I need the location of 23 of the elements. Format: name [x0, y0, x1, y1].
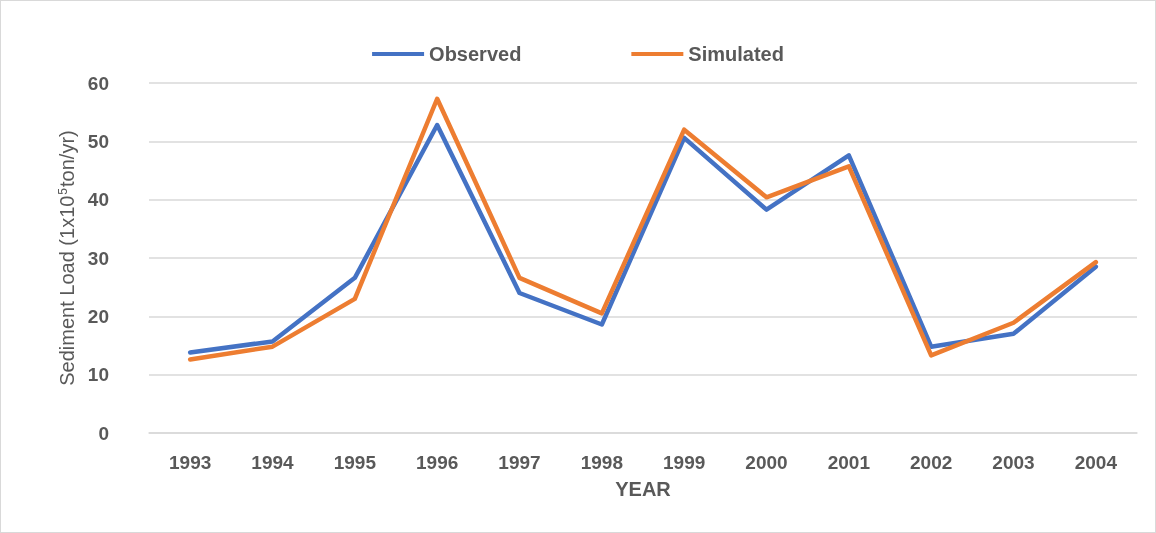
x-tick-label: 2001: [827, 452, 871, 473]
x-tick-label: 1999: [663, 452, 706, 473]
x-axis-title: YEAR: [615, 478, 672, 500]
legend-label: Simulated: [688, 43, 784, 65]
y-tick-label: 60: [87, 72, 109, 94]
y-tick-label: 20: [87, 305, 109, 327]
y-axis-title: Sediment Load (1x105ton/yr): [55, 130, 78, 386]
legend-label: Observed: [429, 43, 522, 65]
x-tick-label: 1995: [333, 452, 377, 473]
x-tick-label: 1994: [251, 452, 295, 473]
x-tick-label: 1997: [498, 452, 541, 473]
x-tick-label: 2004: [1074, 452, 1118, 473]
x-tick-label: 2000: [745, 452, 788, 473]
y-tick-label: 10: [87, 364, 109, 386]
x-tick-label: 2003: [992, 452, 1035, 473]
x-tick-label: 1996: [416, 452, 459, 473]
y-tick-label: 30: [87, 247, 109, 269]
x-tick-label: 2002: [910, 452, 953, 473]
y-tick-label: 40: [87, 189, 109, 211]
y-tick-label: 50: [87, 130, 109, 152]
x-tick-label: 1993: [169, 452, 212, 473]
x-tick-label: 1998: [580, 452, 623, 473]
y-tick-label: 0: [98, 422, 109, 444]
